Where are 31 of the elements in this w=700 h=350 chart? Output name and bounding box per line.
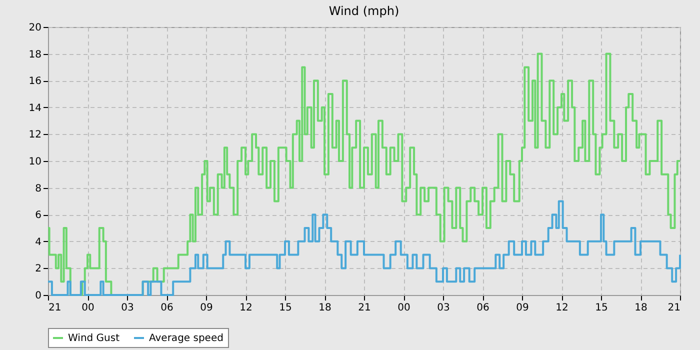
y-tick-label: 10	[28, 156, 42, 168]
y-tick-label: 18	[28, 49, 42, 60]
x-tick-label: 06	[160, 302, 174, 314]
y-tick-label: 16	[28, 76, 42, 88]
x-tick-label: 03	[437, 302, 450, 314]
y-tick-label: 4	[35, 236, 42, 248]
x-tick-label: 21	[668, 302, 680, 314]
chart-title: Wind (mph)	[328, 4, 400, 18]
x-tick-label: 03	[121, 302, 134, 314]
y-tick-label: 0	[35, 290, 42, 302]
x-tick-label: 15	[595, 302, 608, 314]
y-tick-label: 12	[28, 130, 42, 141]
legend-label: Average speed	[149, 333, 224, 344]
x-tick-label: 06	[476, 302, 490, 314]
x-tick-label: 09	[516, 302, 529, 314]
x-tick-label: 00	[82, 302, 94, 314]
legend-label: Wind Gust	[68, 333, 120, 344]
y-tick-label: 2	[35, 264, 42, 275]
y-tick-label: 6	[35, 210, 42, 222]
x-tick-label: 15	[279, 302, 292, 314]
x-tick-label: 00	[398, 302, 410, 314]
y-tick-label: 14	[28, 102, 42, 114]
x-tick-label: 09	[200, 302, 213, 314]
y-tick-label: 20	[28, 22, 42, 34]
x-tick-label: 18	[318, 302, 332, 314]
x-tick-label: 18	[634, 302, 648, 314]
x-tick-label: 21	[48, 302, 62, 314]
y-tick-label: 8	[35, 183, 42, 194]
x-tick-label: 21	[358, 302, 371, 314]
x-tick-label: 12	[556, 302, 568, 314]
x-tick-label: 12	[240, 302, 252, 314]
